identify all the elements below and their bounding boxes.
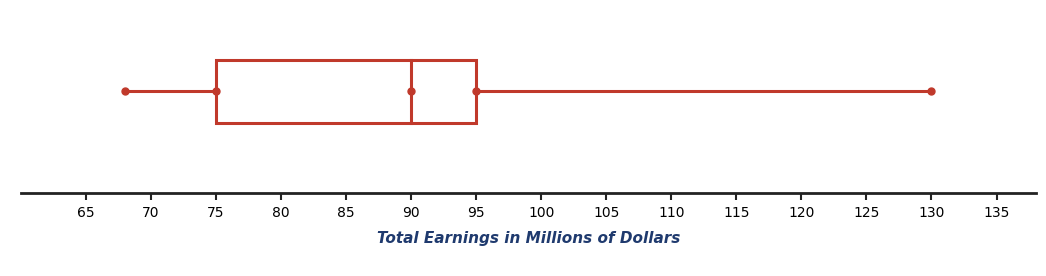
Bar — [217, 60, 476, 123]
X-axis label: Total Earnings in Millions of Dollars: Total Earnings in Millions of Dollars — [377, 231, 680, 246]
